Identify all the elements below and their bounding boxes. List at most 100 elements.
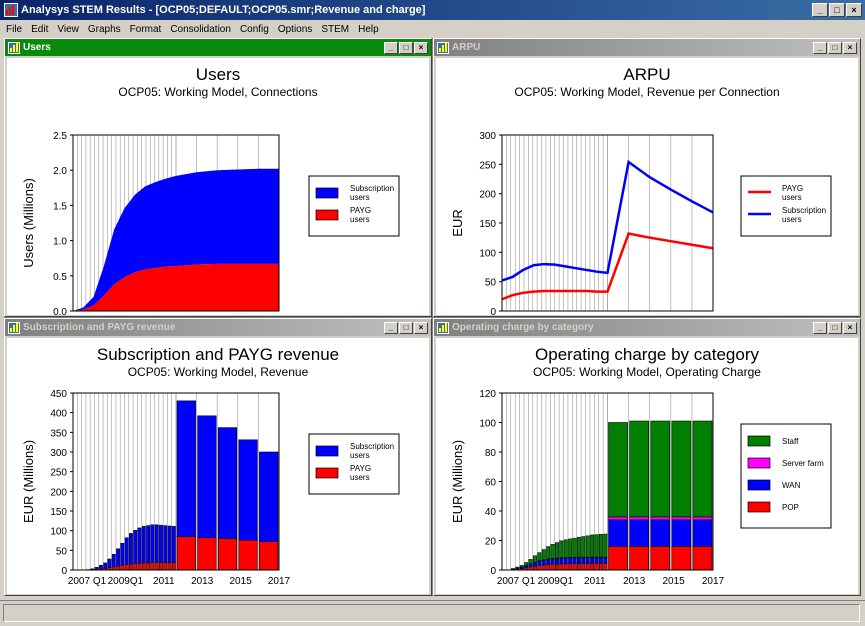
window-chart-icon <box>8 41 20 54</box>
bar-segment <box>608 516 628 521</box>
menu-help[interactable]: Help <box>358 23 379 35</box>
window-arpu[interactable]: ARPU _ □ × ARPU OCP05: Working Model, Rev… <box>433 38 861 317</box>
bar-segment <box>568 563 573 571</box>
bar-segment <box>533 555 537 563</box>
bar-segment <box>546 559 551 565</box>
chart-subtitle: OCP05: Working Model, Revenue <box>128 365 309 379</box>
bar-segment <box>563 557 568 565</box>
mdi-client-area: Users _ □ × Users OCP05: Working Model, C… <box>4 38 861 596</box>
window-users[interactable]: Users _ □ × Users OCP05: Working Model, C… <box>4 38 432 317</box>
menu-options[interactable]: Options <box>277 23 313 35</box>
y-tick-label: 2.5 <box>53 131 67 142</box>
bar-segment <box>671 546 692 571</box>
bar-segment <box>167 562 172 571</box>
window-maximize-button[interactable]: □ <box>828 41 842 54</box>
bar-segment <box>559 563 564 571</box>
bar-segment <box>692 546 713 571</box>
window-minimize-button[interactable]: _ <box>813 41 827 54</box>
plot-area-frame <box>72 392 280 571</box>
window-maximize-button[interactable]: □ <box>399 321 413 334</box>
menu-file[interactable]: File <box>6 23 23 35</box>
area-subscription-users <box>73 168 279 311</box>
bar-segment <box>608 422 628 518</box>
x-tick-label: 2015 <box>229 576 252 587</box>
y-tick-label: 0 <box>61 566 67 577</box>
window-operating-charge[interactable]: Operating charge by category _ □ × Opera… <box>433 318 861 596</box>
bar-segment <box>594 563 599 571</box>
menu-edit[interactable]: Edit <box>31 23 49 35</box>
legend-label: users <box>350 193 370 202</box>
window-maximize-button[interactable]: □ <box>399 41 413 54</box>
window-revenue-title: Subscription and PAYG revenue <box>23 322 176 333</box>
window-close-button[interactable]: × <box>843 321 857 334</box>
bar-segment <box>238 539 258 571</box>
bar-segment <box>129 533 133 565</box>
window-revenue[interactable]: Subscription and PAYG revenue _ □ × Subs… <box>4 318 432 596</box>
window-maximize-button[interactable]: □ <box>828 321 842 334</box>
menu-graphs[interactable]: Graphs <box>87 23 121 35</box>
bar-segment <box>94 566 99 570</box>
legend-label: Server farm <box>782 459 824 468</box>
app-titlebar[interactable]: Analysys STEM Results - [OCP05;DEFAULT;O… <box>0 0 865 20</box>
bar-segment <box>167 525 172 563</box>
legend-label: PAYG <box>350 206 371 215</box>
bar-segment <box>581 557 586 564</box>
legend-label: Subscription <box>350 184 394 193</box>
y-tick-label: 50 <box>485 278 497 289</box>
window-revenue-titlebar[interactable]: Subscription and PAYG revenue _ □ × <box>5 319 431 336</box>
menu-consolidation[interactable]: Consolidation <box>170 23 231 35</box>
menu-config[interactable]: Config <box>239 23 269 35</box>
window-close-button[interactable]: × <box>414 41 428 54</box>
y-tick-label: 200 <box>479 190 496 201</box>
minimize-button[interactable]: _ <box>812 3 828 17</box>
bar-segment <box>563 539 568 558</box>
window-users-titlebar[interactable]: Users _ □ × <box>5 39 431 56</box>
window-minimize-button[interactable]: _ <box>384 41 398 54</box>
bar-segment <box>555 558 559 565</box>
bar-segment <box>137 563 142 571</box>
bar-segment <box>197 537 217 571</box>
bar-segment <box>568 557 573 564</box>
window-chart-icon <box>8 321 20 334</box>
legend-swatch <box>315 467 339 479</box>
app-chart-icon <box>4 3 18 17</box>
y-tick-label: 0 <box>490 566 496 577</box>
menu-stem[interactable]: STEM <box>321 23 350 35</box>
menu-view[interactable]: View <box>57 23 79 35</box>
bar-segment <box>559 540 564 559</box>
window-operating-charge-titlebar[interactable]: Operating charge by category _ □ × <box>434 319 860 336</box>
window-operating-charge-title: Operating charge by category <box>452 322 594 333</box>
bar-segment <box>528 563 533 568</box>
x-tick-label: 2009Q1 <box>108 576 144 587</box>
bar-segment <box>559 557 564 565</box>
bar-segment <box>598 557 603 564</box>
bar-segment <box>176 536 196 571</box>
window-close-button[interactable]: × <box>414 321 428 334</box>
x-tick-label: 2015 <box>662 576 685 587</box>
y-tick-label: 50 <box>56 546 68 557</box>
menu-bar: File Edit View Graphs Format Consolidati… <box>0 20 865 38</box>
window-minimize-button[interactable]: _ <box>813 321 827 334</box>
menu-format[interactable]: Format <box>129 23 162 35</box>
legend-swatch <box>747 479 771 491</box>
bar-segment <box>154 562 159 571</box>
x-tick-label: 2011 <box>584 576 606 587</box>
bar-segment <box>546 546 551 560</box>
bar-segment <box>594 557 599 564</box>
bar-segment <box>524 562 529 566</box>
window-close-button[interactable]: × <box>843 41 857 54</box>
window-chart-icon <box>437 321 449 334</box>
legend-label: WAN <box>782 481 801 490</box>
chart-subtitle: OCP05: Working Model, Operating Charge <box>533 365 761 379</box>
plot-area-frame <box>72 134 280 312</box>
window-arpu-titlebar[interactable]: ARPU _ □ × <box>434 39 860 56</box>
y-tick-label: 250 <box>50 468 67 479</box>
close-button[interactable]: × <box>846 3 862 17</box>
legend-label: users <box>350 215 370 224</box>
window-minimize-button[interactable]: _ <box>384 321 398 334</box>
y-tick-label: 60 <box>485 478 497 489</box>
bar-segment <box>141 526 146 564</box>
bar-segment <box>603 533 608 558</box>
y-tick-label: 0 <box>490 307 496 315</box>
maximize-button[interactable]: □ <box>829 3 845 17</box>
